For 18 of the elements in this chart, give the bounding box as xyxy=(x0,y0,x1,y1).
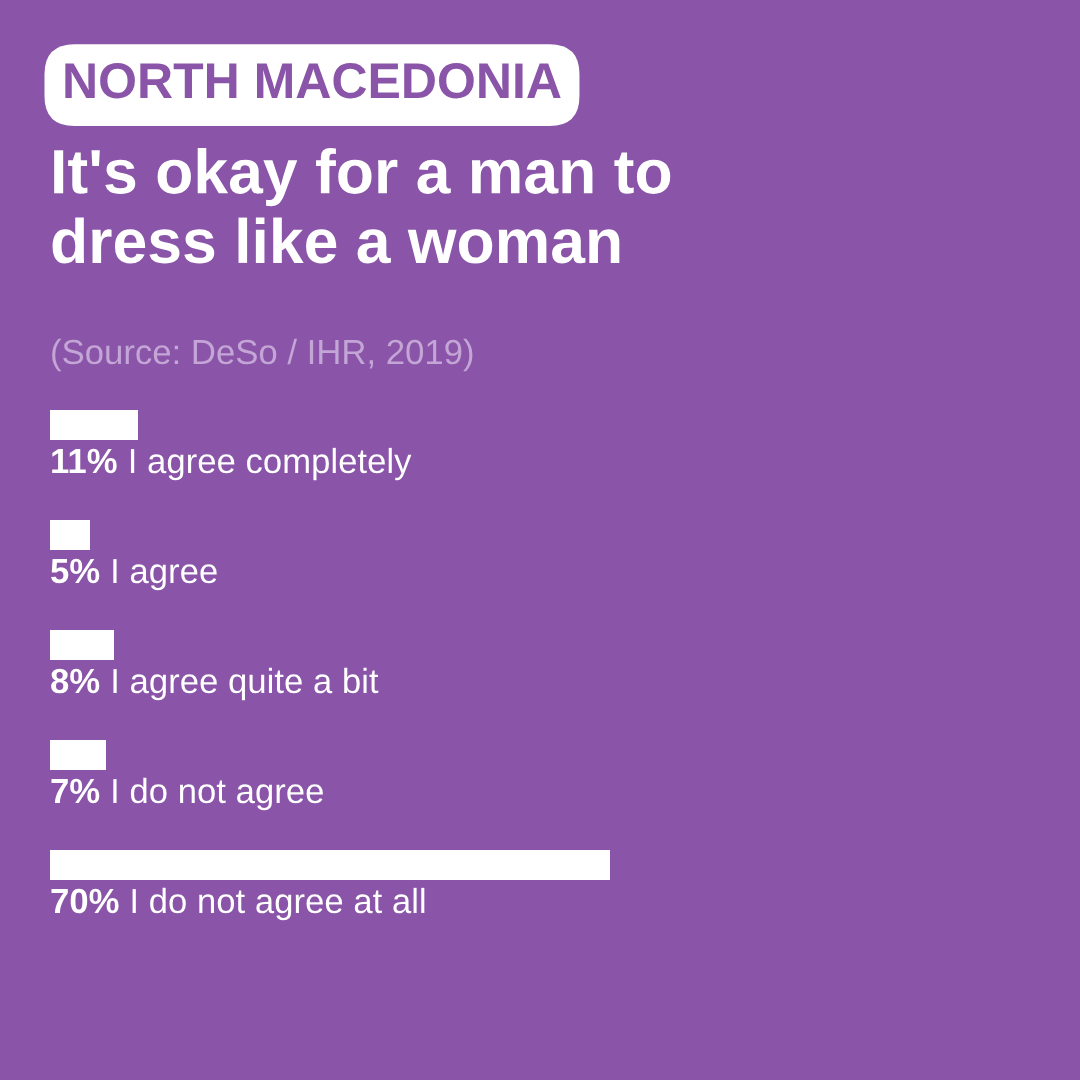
text: (Source: DeSo / IHR, 2019) xyxy=(52,338,473,372)
data-label: 7% xyxy=(51,778,100,804)
chart-title: It's okay for a man to dress like a woman xyxy=(52,148,671,264)
y-tick-label: I agree xyxy=(113,559,217,591)
bar xyxy=(50,630,114,660)
bar xyxy=(50,740,106,770)
y-tick-label: I do not agree at all xyxy=(132,887,425,921)
data-label: 8% xyxy=(51,668,100,694)
bar xyxy=(50,850,610,880)
data-label: 5% xyxy=(51,558,100,584)
bar xyxy=(50,410,138,440)
chart-subtitle: NORTH MACEDONIA xyxy=(65,63,561,99)
y-tick-label: I agree quite a bit xyxy=(113,667,379,701)
bar xyxy=(50,520,90,550)
y-tick-label: I do not agree xyxy=(113,777,323,811)
data-label: 70% xyxy=(51,888,119,914)
data-label: 11% xyxy=(52,448,117,474)
y-tick-label: I agree completely xyxy=(130,447,412,481)
